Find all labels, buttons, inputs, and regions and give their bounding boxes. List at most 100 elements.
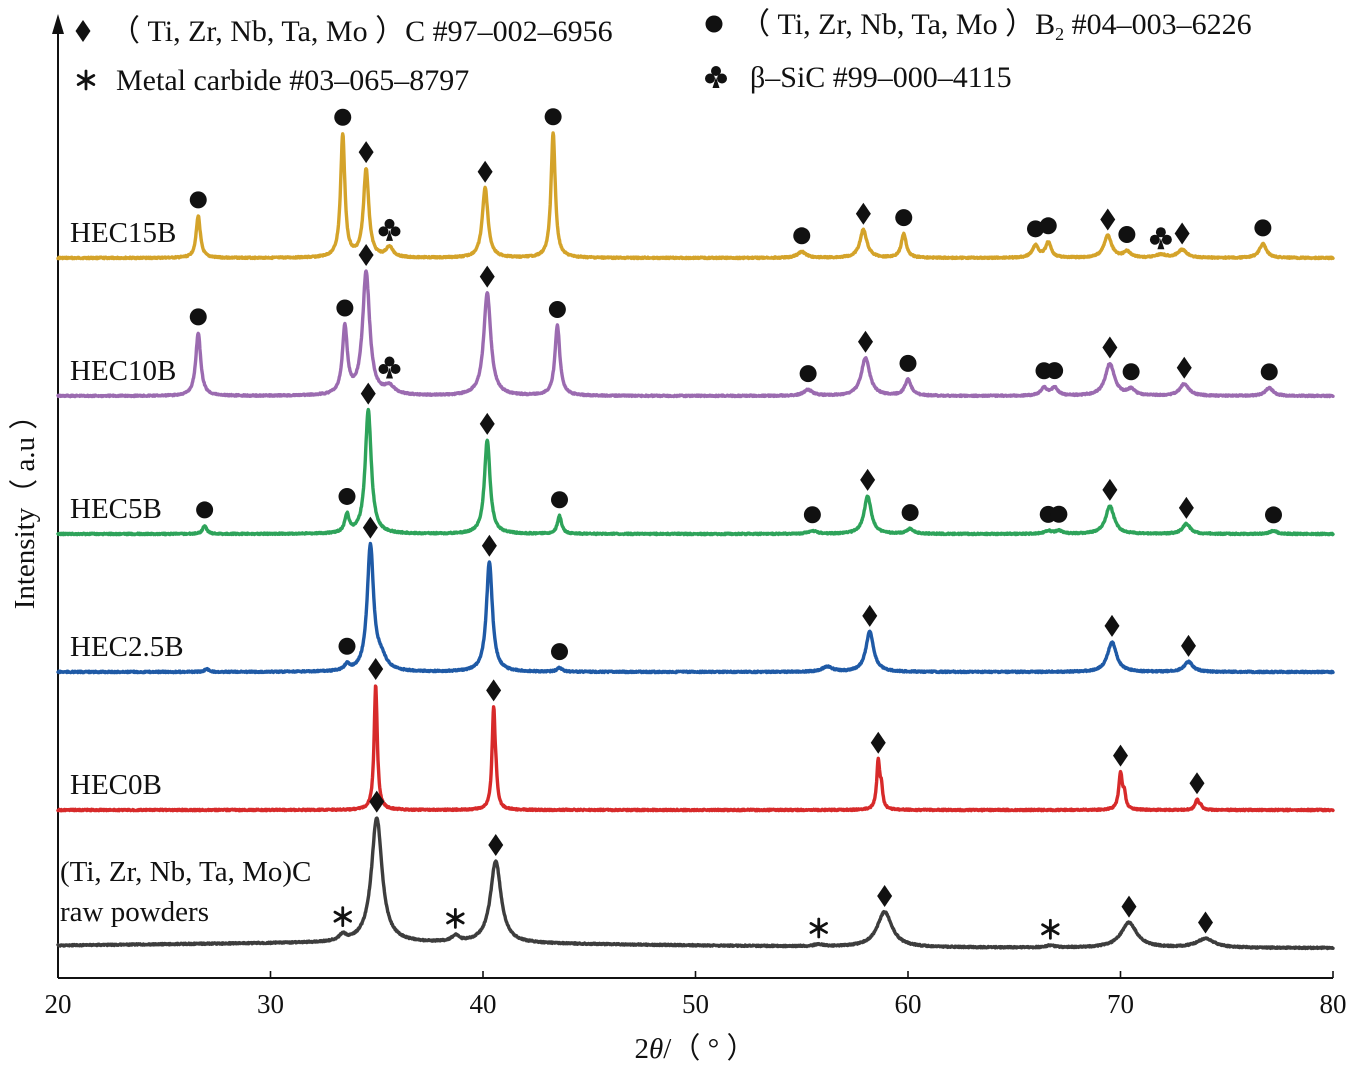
legend-text-diamond: （ Ti, Zr, Nb, Ta, Mo ）C #97–002–6956 (110, 15, 613, 48)
marker-diamond-ti-zr-nb-ta-mo-c-raw-powders-40-6 (488, 834, 504, 857)
marker-circle-hec5b-60-1 (901, 504, 919, 522)
marker-diamond-hec2-5b-40-3 (481, 534, 497, 557)
marker-diamond-hec2-5b-58-2 (862, 604, 878, 627)
marker-circle-hec15b-66-6 (1039, 217, 1057, 235)
marker-diamond-hec5b-34-6 (360, 382, 376, 405)
marker-star-ti-zr-nb-ta-mo-c-raw-powders-38-7 (446, 907, 465, 929)
legend-text-star: Metal carbide #03–065–8797 (116, 64, 469, 97)
series-line-hec5b (56, 407, 1335, 537)
marker-circle-hec5b-43-6 (551, 491, 568, 509)
x-tick-label-20: 20 (45, 989, 72, 1019)
marker-diamond-hec0b-40-5 (486, 679, 502, 702)
legend: （ Ti, Zr, Nb, Ta, Mo ）C #97–002–6956 （ Ti… (75, 8, 1252, 97)
marker-diamond-hec5b-40-2 (479, 412, 495, 435)
marker-diamond-hec15b-72-9 (1174, 222, 1190, 245)
marker-diamond-ti-zr-nb-ta-mo-c-raw-powders-74 (1198, 911, 1213, 934)
legend-text-circle-card: #04–003–6226 (1064, 8, 1252, 41)
marker-star-ti-zr-nb-ta-mo-c-raw-powders-55-8 (809, 917, 828, 939)
legend-text-circle-subscript: 2 (1055, 24, 1064, 44)
marker-circle-hec15b-70-3 (1118, 226, 1136, 244)
x-tick-group: 20 30 40 50 60 70 80 (45, 971, 1347, 1019)
marker-circle-hec15b-43-3 (544, 108, 562, 126)
marker-circle-hec10b-55-3 (799, 365, 817, 383)
marker-star-ti-zr-nb-ta-mo-c-raw-powders-66-7 (1041, 918, 1060, 940)
marker-diamond-hec0b-34-95 (368, 657, 384, 680)
marker-circle-hec10b-60 (899, 354, 917, 372)
marker-star-ti-zr-nb-ta-mo-c-raw-powders-33-4 (333, 906, 352, 928)
marker-group (189, 108, 1282, 940)
marker-diamond-hec10b-58 (858, 330, 873, 353)
legend-diamond-icon (75, 20, 91, 42)
marker-diamond-hec15b-34-5 (358, 141, 374, 164)
marker-diamond-hec0b-70 (1113, 744, 1128, 767)
marker-diamond-ti-zr-nb-ta-mo-c-raw-powders-35 (369, 790, 385, 813)
x-axis-title-unit: /（ ° ） (663, 1033, 755, 1065)
x-tick-label-80: 80 (1320, 989, 1347, 1019)
marker-circle-hec15b-76-7 (1254, 219, 1272, 237)
trace-group (56, 131, 1335, 951)
series-line-hec10b (56, 269, 1335, 399)
x-tick-label-60: 60 (895, 989, 922, 1019)
marker-circle-hec10b-26-6 (189, 308, 207, 326)
series-label-hec2-5b: HEC2.5B (70, 631, 184, 663)
marker-diamond-hec10b-34-5 (358, 243, 374, 266)
marker-diamond-hec15b-40-1 (477, 160, 493, 183)
marker-diamond-hec0b-73-6 (1189, 772, 1205, 795)
marker-circle-hec5b-67-1 (1050, 505, 1068, 523)
legend-star-icon (76, 69, 96, 91)
marker-circle-hec15b-66 (1027, 220, 1044, 238)
y-axis-arrow-icon (52, 14, 64, 34)
series-line-ti-zr-nb-ta-mo-c-raw-powders (56, 816, 1335, 951)
marker-circle-hec10b-43-5 (548, 301, 566, 319)
series-label-group: HEC15B HEC10B HEC5B HEC2.5B HEC0B (Ti, Zr, Nb… (60, 217, 311, 928)
x-axis-title-number: 2 (635, 1033, 650, 1065)
marker-circle-hec15b-26-6 (189, 191, 207, 209)
series-line-hec0b (56, 684, 1335, 813)
legend-text-club: β–SiC #99–000–4115 (750, 61, 1012, 94)
marker-diamond-hec0b-58-6 (870, 731, 886, 754)
legend-club-icon (705, 66, 727, 88)
marker-circle-hec5b-77-2 (1265, 506, 1282, 524)
axes (52, 14, 1333, 979)
marker-diamond-hec2-5b-34-7 (362, 516, 378, 539)
series-label-ti-zr-nb-ta-mo-c-raw-powders-line-1: (Ti, Zr, Nb, Ta, Mo)C (60, 856, 311, 888)
marker-circle-hec10b-66-9 (1046, 362, 1064, 380)
x-tick-label-70: 70 (1107, 989, 1134, 1019)
marker-club-hec15b-71-9 (1149, 227, 1172, 250)
marker-diamond-hec2-5b-69-6 (1104, 614, 1120, 637)
series-label-ti-zr-nb-ta-mo-c-raw-powders-line-2: raw powders (60, 896, 209, 928)
marker-diamond-hec10b-40-2 (479, 265, 495, 288)
marker-circle-hec5b-55-5 (803, 506, 821, 524)
marker-diamond-hec5b-73-1 (1178, 496, 1194, 519)
x-tick-label-40: 40 (470, 989, 497, 1019)
x-tick-label-30: 30 (257, 989, 284, 1019)
marker-circle-hec15b-59-8 (895, 209, 913, 227)
marker-diamond-hec15b-69-4 (1100, 208, 1116, 231)
series-line-hec2-5b (56, 541, 1335, 675)
marker-circle-hec10b-70-5 (1122, 363, 1140, 381)
series-line-hec15b (56, 131, 1335, 261)
marker-diamond-ti-zr-nb-ta-mo-c-raw-powders-70-4 (1121, 895, 1137, 918)
series-label-hec10b: HEC10B (70, 355, 176, 387)
marker-diamond-hec15b-57-9 (855, 202, 871, 225)
marker-circle-hec10b-33-5 (336, 299, 354, 317)
legend-text-circle: （ Ti, Zr, Nb, Ta, Mo ）B2 #04–003–6226 (740, 8, 1252, 44)
marker-diamond-hec10b-69-5 (1102, 336, 1118, 359)
marker-circle-hec15b-33-4 (334, 108, 352, 126)
marker-diamond-hec10b-73 (1176, 356, 1192, 379)
series-label-hec15b: HEC15B (70, 217, 176, 249)
x-axis-title-theta: θ (649, 1033, 663, 1065)
marker-club-hec15b-35-6 (378, 218, 401, 241)
y-axis-title: Intensity（ a.u ） (9, 401, 41, 610)
marker-circle-hec5b-33-6 (338, 487, 356, 505)
marker-circle-hec5b-26-9 (196, 501, 214, 519)
marker-circle-hec15b-55 (793, 227, 811, 245)
series-label-hec5b: HEC5B (70, 493, 162, 525)
marker-circle-hec2-5b-33-6 (338, 637, 356, 655)
marker-diamond-hec5b-58-1 (860, 468, 876, 491)
marker-club-hec10b-35-6 (378, 356, 401, 379)
series-label-hec0b: HEC0B (70, 769, 162, 801)
marker-diamond-ti-zr-nb-ta-mo-c-raw-powders-58-9 (877, 885, 893, 908)
x-axis-title: 2θ/（ ° ） (635, 1033, 756, 1065)
